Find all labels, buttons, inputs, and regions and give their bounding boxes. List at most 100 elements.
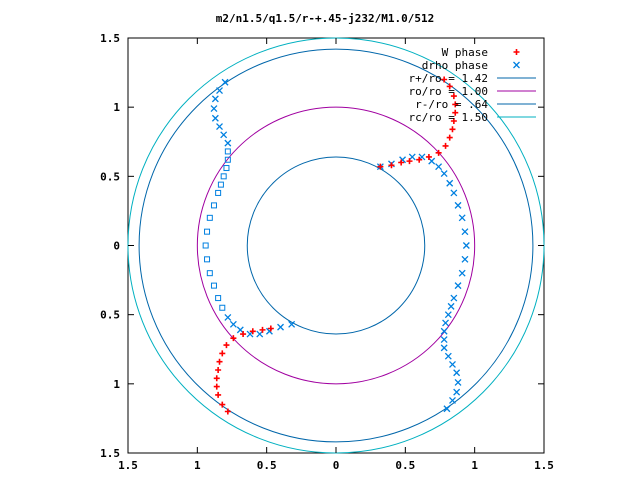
radius-circle — [246, 156, 426, 335]
drho-phase-point — [454, 282, 462, 290]
drho-phase-point — [211, 95, 219, 103]
x-tick-label: 1 — [471, 459, 478, 472]
drho-phase-point — [223, 165, 230, 172]
x-tick-label: 0.5 — [395, 459, 415, 472]
drho-phase-point — [453, 369, 461, 377]
y-tick-label: 1.5 — [100, 447, 120, 460]
drho-phase-point — [444, 352, 452, 360]
w-phase-point — [446, 83, 453, 90]
legend-label: r-/ro = .64 — [415, 98, 488, 111]
drho-phase-point — [443, 405, 451, 413]
w-phase-point — [449, 126, 456, 133]
drho-phase-point — [440, 336, 448, 344]
x-tick-label: 0 — [333, 459, 340, 472]
w-phase-point — [452, 109, 459, 116]
w-phase-point — [450, 93, 457, 100]
drho-phase-point — [220, 173, 227, 180]
radius-circle — [196, 106, 476, 385]
drho-phase-point — [219, 304, 226, 311]
y-tick-label: 0 — [113, 240, 120, 253]
drho-phase-point — [206, 214, 213, 221]
w-phase-point — [406, 158, 413, 165]
drho-phase-point — [440, 170, 448, 178]
w-phase-point — [450, 118, 457, 124]
data-points — [202, 49, 520, 415]
drho-phase-point — [277, 323, 284, 331]
drho-phase-point — [462, 242, 470, 249]
w-phase-point — [259, 326, 266, 333]
drho-phase-point — [444, 311, 452, 319]
drho-phase-point — [442, 319, 450, 327]
drho-phase-point — [215, 295, 222, 302]
x-tick-label: 1.5 — [118, 459, 138, 472]
drho-phase-point — [224, 156, 231, 163]
radius-circle — [138, 48, 534, 443]
drho-phase-point — [435, 163, 443, 171]
y-tick-label: 1 — [113, 101, 120, 114]
w-phase-point — [398, 159, 405, 166]
drho-phase-point — [447, 302, 455, 310]
legend-symbol-drho-phase — [513, 61, 520, 69]
drho-phase-point — [458, 269, 466, 277]
y-tick-label: 1.5 — [100, 32, 120, 45]
drho-phase-point — [204, 256, 211, 263]
w-phase-point — [442, 142, 449, 149]
x-tick-label: 1 — [194, 459, 201, 472]
drho-phase-point — [217, 181, 224, 188]
w-phase-point — [435, 149, 442, 156]
drho-phase-point — [440, 344, 448, 352]
drho-phase-point — [224, 139, 232, 147]
w-phase-point — [216, 358, 223, 365]
drho-phase-point — [211, 114, 219, 122]
y-tick-label: 0.5 — [100, 309, 120, 322]
drho-phase-point — [206, 270, 213, 277]
w-phase-point — [267, 325, 274, 332]
w-phase-point — [416, 156, 423, 163]
x-tick-label: 1.5 — [534, 459, 554, 472]
drho-phase-point — [440, 327, 448, 335]
w-phase-point — [223, 342, 230, 349]
drho-phase-point — [446, 179, 454, 187]
drho-phase-point — [449, 396, 456, 404]
drho-phase-point — [454, 201, 462, 209]
w-phase-point — [219, 401, 226, 408]
drho-phase-point — [454, 378, 462, 386]
w-phase-point — [213, 375, 220, 382]
drho-phase-point — [229, 320, 237, 328]
drho-phase-point — [224, 148, 231, 155]
drho-phase-point — [453, 388, 461, 396]
legend-label: r+/ro = 1.42 — [409, 72, 488, 85]
drho-phase-point — [216, 87, 223, 95]
w-phase-point — [215, 367, 222, 373]
w-phase-point — [240, 331, 247, 338]
drho-phase-point — [450, 189, 458, 197]
x-tick-label: 0.5 — [257, 459, 277, 472]
legend-label: ro/ro = 1.00 — [409, 85, 488, 98]
drho-phase-point — [216, 123, 223, 130]
legend-symbol-w-phase — [513, 49, 520, 55]
drho-phase-point — [210, 202, 217, 209]
legend-label: drho phase — [422, 59, 488, 72]
legend-label: rc/ro = 1.50 — [409, 111, 488, 124]
drho-phase-point — [204, 228, 211, 235]
drho-phase-point — [221, 78, 229, 86]
drho-phase-point — [210, 105, 218, 113]
drho-phase-point — [220, 131, 228, 139]
drho-phase-point — [461, 228, 469, 236]
drho-phase-point — [224, 313, 232, 321]
drho-phase-point — [458, 214, 466, 222]
drho-phase-point — [461, 255, 469, 263]
w-phase-point — [388, 162, 395, 169]
w-phase-point — [219, 350, 226, 357]
y-tick-label: 1 — [113, 378, 120, 391]
drho-phase-point — [449, 361, 456, 368]
drho-phase-point — [450, 294, 458, 302]
chart-title: m2/n1.5/q1.5/r-+.45-j232/M1.0/512 — [216, 12, 435, 25]
drho-phase-point — [288, 320, 296, 328]
drho-phase-point — [210, 282, 217, 289]
w-phase-point — [452, 101, 459, 108]
w-phase-point — [249, 328, 256, 335]
w-phase-point — [215, 391, 222, 398]
w-phase-point — [213, 383, 220, 390]
